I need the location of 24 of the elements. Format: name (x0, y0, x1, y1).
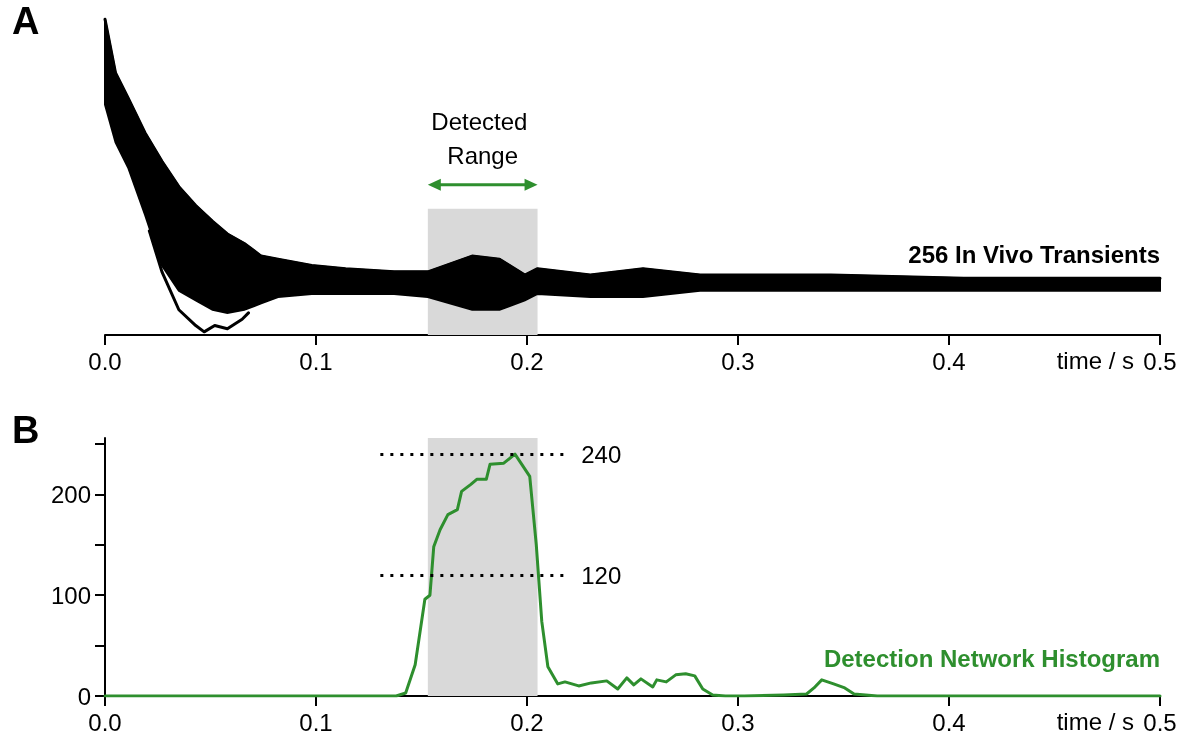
chart-title: A (12, 0, 40, 42)
x-tick-label: 0.4 (932, 708, 966, 736)
x-tick-label: 0.4 (932, 347, 966, 375)
x-tick-label: 0.2 (510, 708, 544, 736)
y-tick-label: 100 (50, 581, 91, 609)
ref-line-label: 240 (581, 440, 622, 468)
y-tick-label: 0 (77, 682, 91, 710)
x-tick-label: 0.0 (88, 708, 122, 736)
x-tick-label: 0.5 (1143, 347, 1177, 375)
y-tick-label: 200 (50, 480, 91, 508)
x-tick-label: 0.3 (721, 708, 755, 736)
x-axis-title: time / s (1056, 708, 1134, 736)
ref-line-label: 120 (581, 561, 622, 589)
x-tick-label: 0.3 (721, 347, 755, 375)
band-label: Detected Range (431, 108, 535, 170)
x-axis-title: time / s (1056, 347, 1134, 375)
chart-title: B (12, 409, 40, 451)
x-tick-label: 0.1 (299, 708, 333, 736)
series-label: Detection Network Histogram (823, 644, 1160, 672)
x-tick-label: 0.5 (1143, 708, 1177, 736)
series-label: 256 In Vivo Transients (908, 240, 1160, 268)
x-tick-label: 0.0 (88, 347, 122, 375)
x-tick-label: 0.1 (299, 347, 333, 375)
x-tick-label: 0.2 (510, 347, 544, 375)
